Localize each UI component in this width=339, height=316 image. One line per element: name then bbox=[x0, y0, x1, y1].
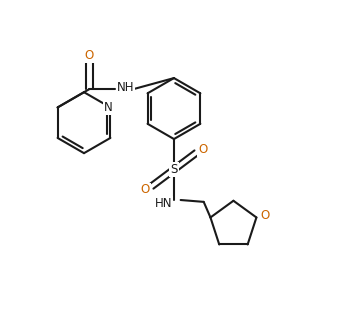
Text: O: O bbox=[140, 184, 149, 197]
Text: NH: NH bbox=[117, 81, 134, 94]
Text: O: O bbox=[198, 143, 207, 155]
Text: O: O bbox=[84, 49, 94, 62]
Text: S: S bbox=[170, 163, 178, 176]
Text: HN: HN bbox=[155, 197, 172, 210]
Text: O: O bbox=[260, 209, 269, 222]
Text: N: N bbox=[104, 101, 113, 114]
